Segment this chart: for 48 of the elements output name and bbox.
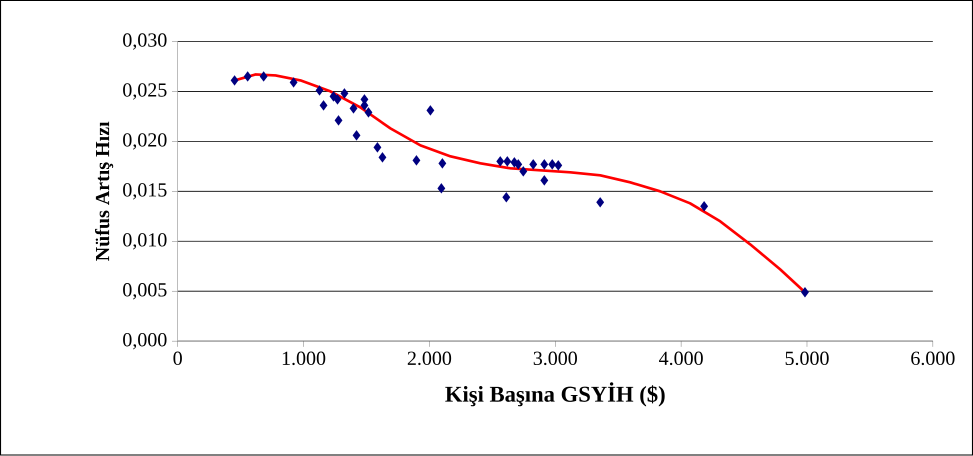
point [352, 130, 360, 141]
point [540, 175, 548, 186]
x-tick-label: 4.000 [659, 352, 703, 366]
point [350, 104, 358, 114]
x-tick-label: 3.000 [534, 352, 577, 366]
point [374, 142, 382, 153]
point [230, 76, 238, 86]
y-tick-label: 0,000 [123, 333, 167, 350]
point [529, 160, 538, 170]
point [548, 160, 556, 170]
point [334, 116, 342, 126]
point [316, 86, 324, 96]
x-tick-label: 5.000 [786, 352, 829, 366]
x-tick-label: 6.000 [911, 352, 955, 366]
y-tick-label: 0,025 [123, 83, 167, 100]
point [596, 197, 604, 208]
point [360, 100, 368, 111]
y-tick-label: 0,030 [123, 34, 167, 50]
y-tick-label: 0,010 [123, 233, 167, 250]
y-axis-title: Nüfus Artış Hızı [95, 122, 114, 262]
point [503, 156, 512, 167]
y-tick-label: 0,015 [123, 183, 167, 200]
point [290, 78, 298, 88]
point [540, 160, 548, 170]
point [334, 94, 342, 105]
point [801, 287, 809, 298]
point [364, 108, 372, 118]
y-tick-label: 0,005 [123, 283, 167, 300]
y-tick-label: 0,020 [123, 133, 167, 150]
point [502, 192, 510, 203]
point [438, 158, 446, 169]
point [244, 72, 252, 82]
point [260, 72, 268, 82]
point [514, 160, 522, 170]
point [700, 201, 708, 212]
point [554, 160, 562, 171]
point [412, 156, 420, 166]
point [426, 106, 434, 116]
point [320, 100, 328, 111]
point [496, 156, 504, 167]
x-axis-title: Kişi Başına GSYİH ($) [445, 382, 665, 407]
x-tick-label: 0 [173, 352, 182, 366]
point [437, 183, 446, 194]
point [340, 88, 348, 99]
point [519, 166, 528, 177]
x-tick-label: 1.000 [282, 352, 326, 366]
point [378, 152, 386, 163]
x-tick-label: 2.000 [408, 352, 452, 366]
